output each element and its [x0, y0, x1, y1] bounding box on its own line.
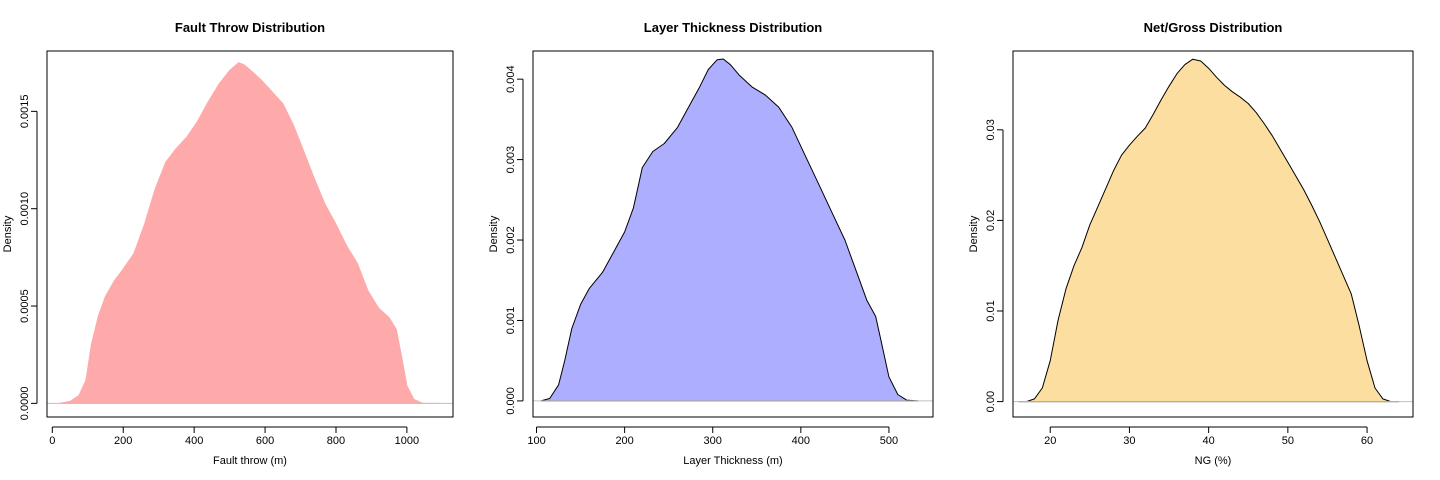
chart3-x-tick-label: 60	[1361, 435, 1373, 447]
chart2-y-tick-label: 0.004	[505, 65, 517, 93]
chart3-title: Net/Gross Distribution	[1144, 20, 1283, 35]
chart3-x-axis-label: NG (%)	[1195, 455, 1232, 467]
chart3-x-tick-label: 40	[1203, 435, 1215, 447]
chart3-y-tick-label: 0.03	[985, 119, 997, 140]
chart2-y-tick-label: 0.000	[505, 387, 517, 415]
chart1-x-tick-label: 800	[327, 435, 345, 447]
chart1-y-axis-label: Density	[2, 215, 14, 252]
chart2-y-axis-label: Density	[488, 215, 500, 252]
chart1-density-area	[58, 62, 440, 404]
chart3-y-axis-label: Density	[968, 215, 980, 252]
chart1-x-tick-label: 1000	[395, 435, 419, 447]
chart3-y-tick-label: 0.01	[985, 300, 997, 321]
chart1-x-axis-label: Fault throw (m)	[213, 455, 287, 467]
chart2-y-tick-label: 0.001	[505, 307, 517, 335]
chart1-y-tick-label: 0.0010	[19, 192, 31, 226]
chart2-y-tick-label: 0.002	[505, 226, 517, 254]
chart3-y-tick-label: 0.02	[985, 210, 997, 231]
chart3-y-tick-label: 0.00	[985, 391, 997, 412]
chart2-x-axis-label: Layer Thickness (m)	[683, 455, 782, 467]
chart1-x-tick-label: 0	[49, 435, 55, 447]
chart1-y-tick-label: 0.0015	[19, 95, 31, 129]
chart3-density-area	[1018, 58, 1400, 403]
chart3-x-tick-label: 20	[1044, 435, 1056, 447]
chart2-x-tick-label: 500	[880, 435, 898, 447]
chart2-x-tick-label: 400	[792, 435, 810, 447]
chart1-y-tick-label: 0.0005	[19, 289, 31, 323]
chart3-x-tick-label: 50	[1282, 435, 1294, 447]
chart2-x-tick-label: 100	[527, 435, 545, 447]
chart2-plot-frame	[532, 50, 934, 418]
chart2-y-tick-label: 0.003	[505, 146, 517, 174]
chart3-plot-frame	[1012, 50, 1414, 418]
chart1-x-tick-label: 600	[256, 435, 274, 447]
chart2-density-area	[540, 58, 919, 402]
chart1-plot-frame	[46, 50, 454, 418]
chart2-title: Layer Thickness Distribution	[644, 20, 822, 35]
chart1-x-tick-label: 200	[114, 435, 132, 447]
chart1-title: Fault Throw Distribution	[175, 20, 325, 35]
chart1-x-tick-label: 400	[185, 435, 203, 447]
chart2-x-tick-label: 200	[615, 435, 633, 447]
chart2-x-tick-label: 300	[704, 435, 722, 447]
chart1-y-tick-label: 0.0000	[19, 387, 31, 421]
chart3-x-tick-label: 30	[1123, 435, 1135, 447]
